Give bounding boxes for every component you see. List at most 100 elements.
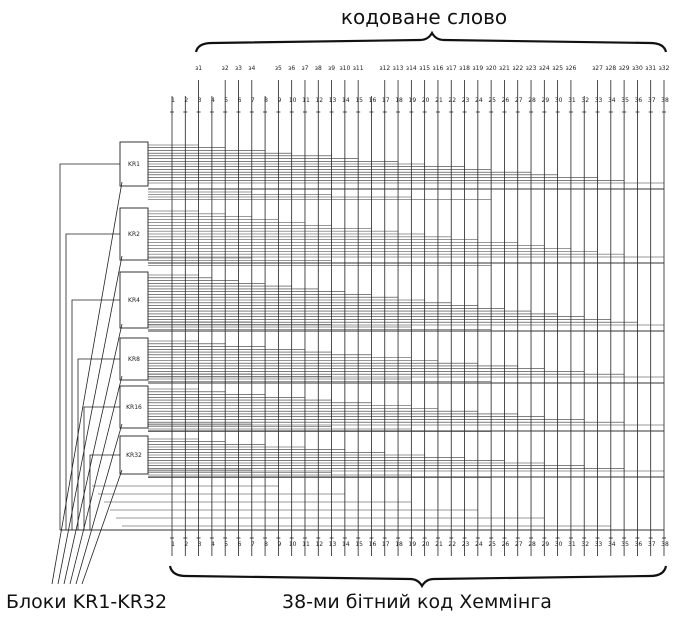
top-bit-label: з1 xyxy=(195,65,202,72)
bottom-bit-label: 8 xyxy=(264,541,268,548)
bottom-bit-label: 2 xyxy=(184,541,188,548)
top-index-label: 36 xyxy=(635,97,643,104)
top-index-label: 14 xyxy=(342,97,350,104)
top-index-label: 28 xyxy=(528,97,536,104)
top-bit-label: з28 xyxy=(605,65,616,72)
kr-block xyxy=(119,271,149,329)
top-bit-label: з26 xyxy=(566,65,577,72)
top-index-label: 32 xyxy=(581,97,589,104)
top-bit-label: з13 xyxy=(393,65,404,72)
top-index-label: 26 xyxy=(502,97,510,104)
bottom-bit-label: 5 xyxy=(224,541,228,548)
leader-line xyxy=(57,255,123,585)
top-bit-label: з23 xyxy=(526,65,537,72)
feed-wire xyxy=(83,406,120,530)
top-index-label: 31 xyxy=(568,97,576,104)
top-index-label: 1 xyxy=(171,97,175,104)
top-index-label: 6 xyxy=(238,97,242,104)
top-bit-label: з24 xyxy=(539,65,550,72)
top-index-label: 29 xyxy=(542,97,550,104)
bottom-bit-label: 16 xyxy=(369,541,377,548)
bottom-bit-label: 27 xyxy=(515,541,523,548)
top-index-label: 16 xyxy=(369,97,377,104)
kr-block-label: KR1 xyxy=(128,161,140,168)
top-index-label: 10 xyxy=(289,97,297,104)
bottom-bit-label: 33 xyxy=(595,541,603,548)
bottom-bit-label: 6 xyxy=(238,541,242,548)
top-index-label: 37 xyxy=(648,97,656,104)
bottom-bit-label: 25 xyxy=(488,541,496,548)
top-bit-label: з25 xyxy=(552,65,563,72)
top-index-label: 24 xyxy=(475,97,483,104)
bottom-bit-label: 9 xyxy=(277,541,281,548)
top-index-label: 35 xyxy=(621,97,629,104)
bit-lines xyxy=(170,80,666,556)
top-bit-label: з22 xyxy=(512,65,523,72)
top-bit-label: з30 xyxy=(632,65,643,72)
bottom-bit-label: 3 xyxy=(198,541,202,548)
top-bit-label: з11 xyxy=(353,65,364,72)
feed-wire xyxy=(65,233,120,530)
top-index-label: 19 xyxy=(409,97,417,104)
top-bit-label: з32 xyxy=(659,65,670,72)
top-index-label: 4 xyxy=(211,97,215,104)
kr-block xyxy=(119,385,149,429)
bottom-bit-label: 28 xyxy=(528,541,536,548)
kr-block xyxy=(119,337,149,381)
top-index-label: 30 xyxy=(555,97,563,104)
bottom-bit-label: 15 xyxy=(355,541,363,548)
top-bit-label: з31 xyxy=(645,65,656,72)
top-bit-label: з17 xyxy=(446,65,457,72)
leader-line xyxy=(63,323,123,585)
bottom-brace xyxy=(168,565,668,589)
bottom-bit-label: 1 xyxy=(171,541,175,548)
top-bit-label: з10 xyxy=(339,65,350,72)
bottom-bit-label: 23 xyxy=(462,541,470,548)
bottom-bit-label: 4 xyxy=(211,541,215,548)
bottom-bit-label: 18 xyxy=(395,541,403,548)
bottom-bit-label: 35 xyxy=(621,541,629,548)
bottom-bit-label: 11 xyxy=(302,541,310,548)
top-bit-label: з6 xyxy=(288,65,295,72)
top-bit-label: з16 xyxy=(433,65,444,72)
bottom-bit-label: 17 xyxy=(382,541,390,548)
top-index-label: 22 xyxy=(448,97,456,104)
leader-line xyxy=(69,375,123,585)
left-wires xyxy=(51,163,123,585)
top-bit-label: з7 xyxy=(301,65,308,72)
bottom-bit-label: 13 xyxy=(329,541,337,548)
top-bit-label: з5 xyxy=(275,65,282,72)
top-index-label: 20 xyxy=(422,97,430,104)
bottom-bit-label: 22 xyxy=(448,541,456,548)
top-index-label: 3 xyxy=(198,97,202,104)
top-index-label: 38 xyxy=(661,97,669,104)
bottom-bit-label: 26 xyxy=(502,541,510,548)
feed-wire xyxy=(77,358,120,530)
blocks-caption: Блоки KR1-KR32 xyxy=(6,591,167,613)
top-index-label: 21 xyxy=(435,97,443,104)
leader-line xyxy=(75,423,123,585)
bottom-bit-label: 31 xyxy=(568,541,576,548)
bottom-bit-label: 12 xyxy=(315,541,323,548)
feed-wire xyxy=(71,299,120,530)
top-brace xyxy=(194,30,668,53)
top-index-label: 25 xyxy=(488,97,496,104)
top-index-label: 2 xyxy=(184,97,188,104)
top-bit-label: з14 xyxy=(406,65,417,72)
leader-line xyxy=(51,181,123,585)
top-index-label: 12 xyxy=(315,97,323,104)
top-index-label: 34 xyxy=(608,97,616,104)
kr-block xyxy=(119,141,149,187)
top-index-label: 15 xyxy=(355,97,363,104)
kr-block-label: KR16 xyxy=(126,404,142,411)
bottom-bit-label: 32 xyxy=(581,541,589,548)
top-index-label: 5 xyxy=(224,97,228,104)
bottom-bit-label: 20 xyxy=(422,541,430,548)
feed-wire xyxy=(59,163,120,530)
top-bit-label: з21 xyxy=(499,65,510,72)
diagram-title: кодоване слово xyxy=(341,5,507,29)
top-bit-label: з27 xyxy=(592,65,603,72)
top-bit-label: з18 xyxy=(459,65,470,72)
kr-block-label: KR2 xyxy=(128,231,140,238)
top-bit-label: з2 xyxy=(222,65,229,72)
